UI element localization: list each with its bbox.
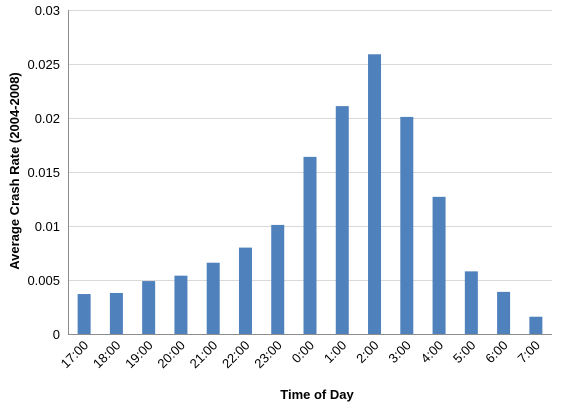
bar xyxy=(497,291,511,334)
bar xyxy=(77,294,91,334)
bar xyxy=(303,156,317,334)
y-tick-label: 0.03 xyxy=(35,3,60,18)
bar xyxy=(109,292,123,334)
x-tick-label: 2:00 xyxy=(353,338,382,367)
bar xyxy=(464,271,478,334)
x-tick-label: 7:00 xyxy=(514,338,543,367)
y-tick-label: 0 xyxy=(53,327,60,342)
bar xyxy=(400,116,414,334)
bar xyxy=(238,247,252,334)
x-tick-label: 0:00 xyxy=(289,338,318,367)
x-tick-label: 4:00 xyxy=(418,338,447,367)
x-tick-label: 22:00 xyxy=(219,338,253,372)
axes xyxy=(68,10,552,335)
y-tick-label: 0.015 xyxy=(27,165,60,180)
bar xyxy=(529,316,543,334)
bar xyxy=(432,196,446,334)
bar xyxy=(174,275,188,334)
bars xyxy=(77,54,543,335)
x-tick-label: 20:00 xyxy=(154,338,188,372)
x-axis-title: Time of Day xyxy=(280,387,354,402)
y-axis-title: Average Crash Rate (2004-2008) xyxy=(7,72,22,270)
x-tick-label: 6:00 xyxy=(482,338,511,367)
x-tick-label: 17:00 xyxy=(58,338,92,372)
y-tick-label: 0.025 xyxy=(27,57,60,72)
y-tick-label: 0.01 xyxy=(35,219,60,234)
x-tick-label: 3:00 xyxy=(385,338,414,367)
x-tick-label: 1:00 xyxy=(321,338,350,367)
bar xyxy=(206,262,220,334)
bar xyxy=(335,106,349,335)
x-tick-label: 21:00 xyxy=(187,338,221,372)
x-tick-label: 18:00 xyxy=(90,338,124,372)
y-tick-label: 0.02 xyxy=(35,111,60,126)
x-tick-label: 5:00 xyxy=(450,338,479,367)
y-tick-label: 0.005 xyxy=(27,273,60,288)
bar xyxy=(142,281,156,334)
x-tick-label: 19:00 xyxy=(122,338,156,372)
bar xyxy=(271,224,285,334)
bar xyxy=(368,54,382,334)
y-tick-labels: 0 0.005 0.01 0.015 0.02 0.025 0.03 xyxy=(27,3,60,342)
x-tick-label: 23:00 xyxy=(251,338,285,372)
